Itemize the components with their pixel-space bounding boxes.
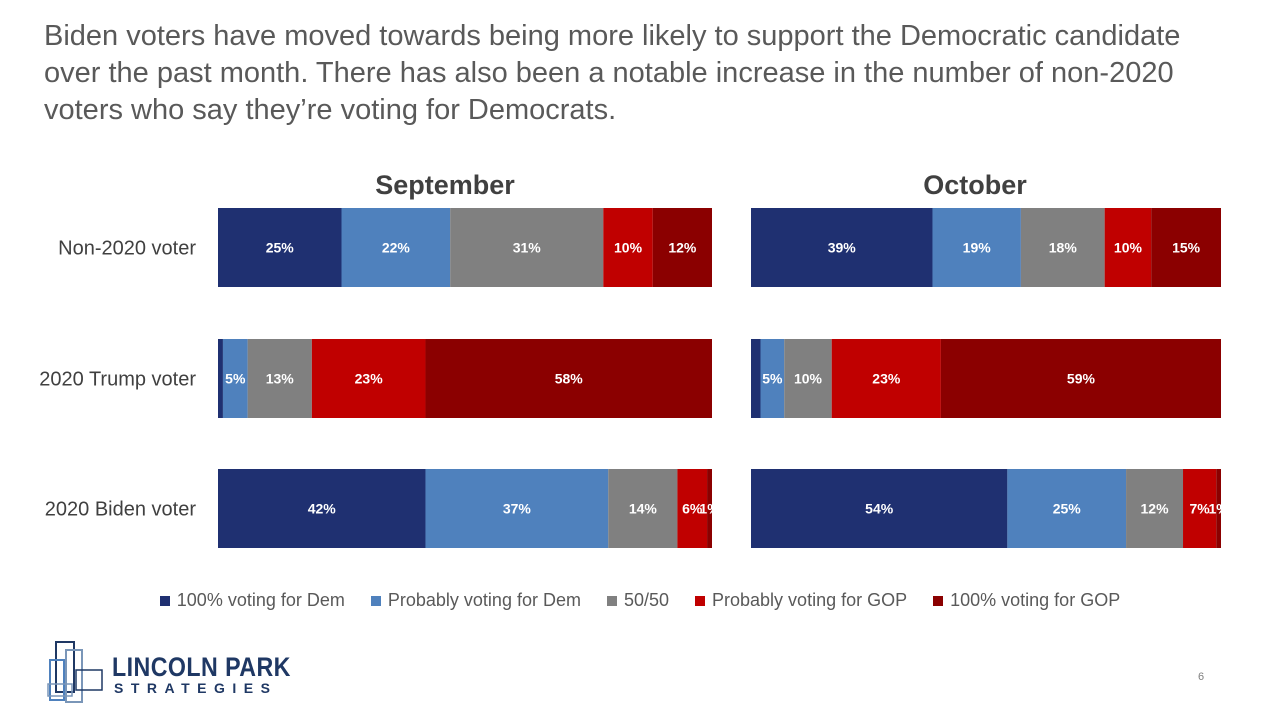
category-label: 2020 Biden voter (45, 499, 197, 521)
legend-item-gop-certain: 100% voting for GOP (933, 590, 1120, 611)
legend-swatch (933, 595, 944, 606)
data-label: 18% (1049, 240, 1078, 256)
slide-headline: Biden voters have moved towards being mo… (44, 20, 1181, 126)
legend-swatch (606, 595, 617, 606)
legend-label: Probably voting for Dem (387, 590, 581, 610)
data-label: 6% (682, 501, 703, 517)
page-number: 6 (1198, 671, 1205, 683)
data-label: 12% (1141, 501, 1170, 517)
legend-label: Probably voting for GOP (712, 590, 908, 610)
bar-segment (450, 208, 604, 287)
data-label: 5% (762, 371, 783, 387)
data-label: 59% (1067, 371, 1096, 387)
bar-segment (1183, 469, 1217, 548)
bar-segment (341, 208, 451, 287)
legend-swatch (159, 595, 170, 606)
bar-segment (831, 339, 941, 418)
bar-segment (751, 339, 761, 418)
legend-item-dem-probable: Probably voting for Dem (370, 590, 581, 611)
bar-segment (218, 208, 342, 287)
legend-label: 100% voting for Dem (176, 590, 345, 610)
bar-segment (311, 339, 426, 418)
bar-segment (1007, 469, 1127, 548)
bar-segment (751, 208, 933, 287)
legend-label: 50/50 (623, 590, 670, 610)
panel-title-october: October (923, 170, 1027, 200)
bar-segment (608, 469, 678, 548)
legend-swatch (370, 595, 381, 606)
data-label: 13% (266, 371, 295, 387)
bar-segment (247, 339, 312, 418)
data-label: 23% (355, 371, 384, 387)
data-label: 14% (629, 501, 658, 517)
bar-segment (1216, 469, 1221, 548)
data-label: 23% (872, 371, 901, 387)
data-label: 37% (503, 501, 532, 517)
data-label: 10% (614, 240, 643, 256)
bar-segment (218, 339, 223, 418)
data-label: 42% (308, 501, 337, 517)
bar-segment (751, 469, 1008, 548)
data-label: 31% (513, 240, 542, 256)
bar-segment (677, 469, 708, 548)
data-label: 5% (225, 371, 246, 387)
data-label: 15% (1172, 240, 1201, 256)
bar-segment (940, 339, 1221, 418)
bar-segment (707, 469, 712, 548)
bar-segment (425, 469, 609, 548)
data-label: 22% (382, 240, 411, 256)
data-label: 25% (1053, 501, 1082, 517)
panel-title-september: September (375, 170, 515, 200)
bar-segment (425, 339, 712, 418)
bar-segment (784, 339, 832, 418)
bar-segment (218, 469, 426, 548)
bar-segment (222, 339, 248, 418)
data-label: 19% (963, 240, 992, 256)
data-label: 58% (555, 371, 584, 387)
bar-segment (1126, 469, 1184, 548)
bar-segment (932, 208, 1021, 287)
bar-segment (652, 208, 712, 287)
legend-label: 100% voting for GOP (950, 590, 1121, 610)
bar-segment (1151, 208, 1221, 287)
data-label: 7% (1190, 501, 1211, 517)
logo-wordmark: LINCOLN PARK (112, 652, 291, 682)
data-label: 39% (828, 240, 857, 256)
data-label: 1% (699, 501, 720, 517)
legend-item-gop-probable: Probably voting for GOP (695, 590, 907, 611)
bar-segment (1104, 208, 1152, 287)
lincoln-park-logo-icon (47, 641, 103, 703)
category-label: Non-2020 voter (58, 238, 196, 260)
legend-item-dem-certain: 100% voting for Dem (159, 590, 345, 611)
data-label: 10% (794, 371, 823, 387)
data-label: 12% (668, 240, 697, 256)
data-label: 25% (266, 240, 295, 256)
data-label: 54% (865, 501, 894, 517)
data-label: 10% (1114, 240, 1143, 256)
stacked-bar-charts: Non-2020 voter 2020 Trump voter 2020 Biden… (39, 208, 1230, 548)
bar-segment (603, 208, 653, 287)
logo-subtitle: STRATEGIES (114, 680, 278, 696)
chart-legend: 100% voting for Dem Probably voting for … (0, 590, 1280, 611)
category-label: 2020 Trump voter (39, 369, 196, 391)
bar-segment (1020, 208, 1105, 287)
legend-swatch (695, 595, 706, 606)
legend-item-fifty-fifty: 50/50 (606, 590, 670, 611)
bar-segment (760, 339, 785, 418)
data-label: 1% (1209, 501, 1230, 517)
